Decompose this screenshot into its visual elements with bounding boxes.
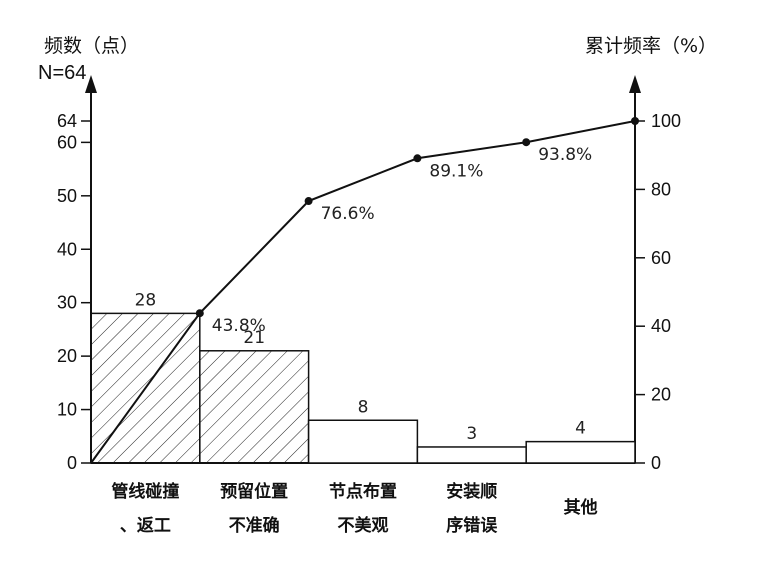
bar xyxy=(307,419,419,464)
right-tick-label: 60 xyxy=(651,248,671,268)
left-axis-title: 频数（点） xyxy=(44,35,139,57)
left-tick-label: 0 xyxy=(67,453,77,473)
right-axis-ticks: 0 20 40 60 80 100 xyxy=(635,111,681,473)
sample-size-label: N=64 xyxy=(38,62,86,84)
left-tick-label: 40 xyxy=(57,239,77,259)
bar-value-label: 8 xyxy=(358,397,369,417)
cumulative-point xyxy=(195,309,204,318)
cumulative-label: 93.8% xyxy=(538,145,592,165)
category-label: 管线碰撞 xyxy=(111,481,179,502)
right-tick-label: 40 xyxy=(651,316,671,336)
left-tick-label: 10 xyxy=(57,400,77,420)
left-tick-label: 20 xyxy=(57,346,77,366)
left-tick-label: 60 xyxy=(57,132,77,152)
cumulative-point xyxy=(522,138,531,147)
category-label: 节点布置 xyxy=(329,481,397,502)
right-tick-label: 0 xyxy=(651,453,661,473)
category-label: 序错误 xyxy=(446,515,498,536)
bar-value-label: 21 xyxy=(243,328,265,348)
bar-value-label: 3 xyxy=(466,424,477,444)
bar-value-label: 28 xyxy=(135,290,157,310)
bar-value-label: 4 xyxy=(575,419,586,439)
right-axis-arrow xyxy=(629,75,641,93)
cumulative-line: 43.8% 76.6% 89.1% 93.8% xyxy=(90,117,639,464)
cumulative-label: 76.6% xyxy=(321,204,375,224)
right-tick-label: 100 xyxy=(651,111,681,131)
bar xyxy=(525,440,636,464)
cumulative-label: 89.1% xyxy=(429,161,483,181)
right-tick-label: 80 xyxy=(651,179,671,199)
cumulative-point xyxy=(631,117,639,125)
cumulative-label: 43.8% xyxy=(212,316,266,336)
bars xyxy=(90,312,636,464)
category-label: 预留位置 xyxy=(220,481,288,502)
category-label: 不美观 xyxy=(338,515,389,536)
category-label: 其他 xyxy=(564,497,598,518)
cumulative-point xyxy=(413,154,422,163)
left-tick-label: 64 xyxy=(57,111,77,131)
left-axis-arrow xyxy=(85,75,97,93)
category-label: 、返工 xyxy=(120,516,171,536)
bar xyxy=(199,350,310,464)
cumulative-polyline xyxy=(90,120,636,464)
bar-value-labels: 28 21 8 3 4 xyxy=(135,290,586,444)
category-label: 不准确 xyxy=(229,515,280,536)
left-tick-label: 50 xyxy=(57,186,77,206)
right-tick-label: 20 xyxy=(651,385,671,405)
cumulative-point xyxy=(304,197,313,206)
bar xyxy=(416,446,527,464)
left-tick-label: 30 xyxy=(57,293,77,313)
right-axis-title: 累计频率（%） xyxy=(585,35,717,57)
category-label: 安装顺 xyxy=(446,481,497,502)
